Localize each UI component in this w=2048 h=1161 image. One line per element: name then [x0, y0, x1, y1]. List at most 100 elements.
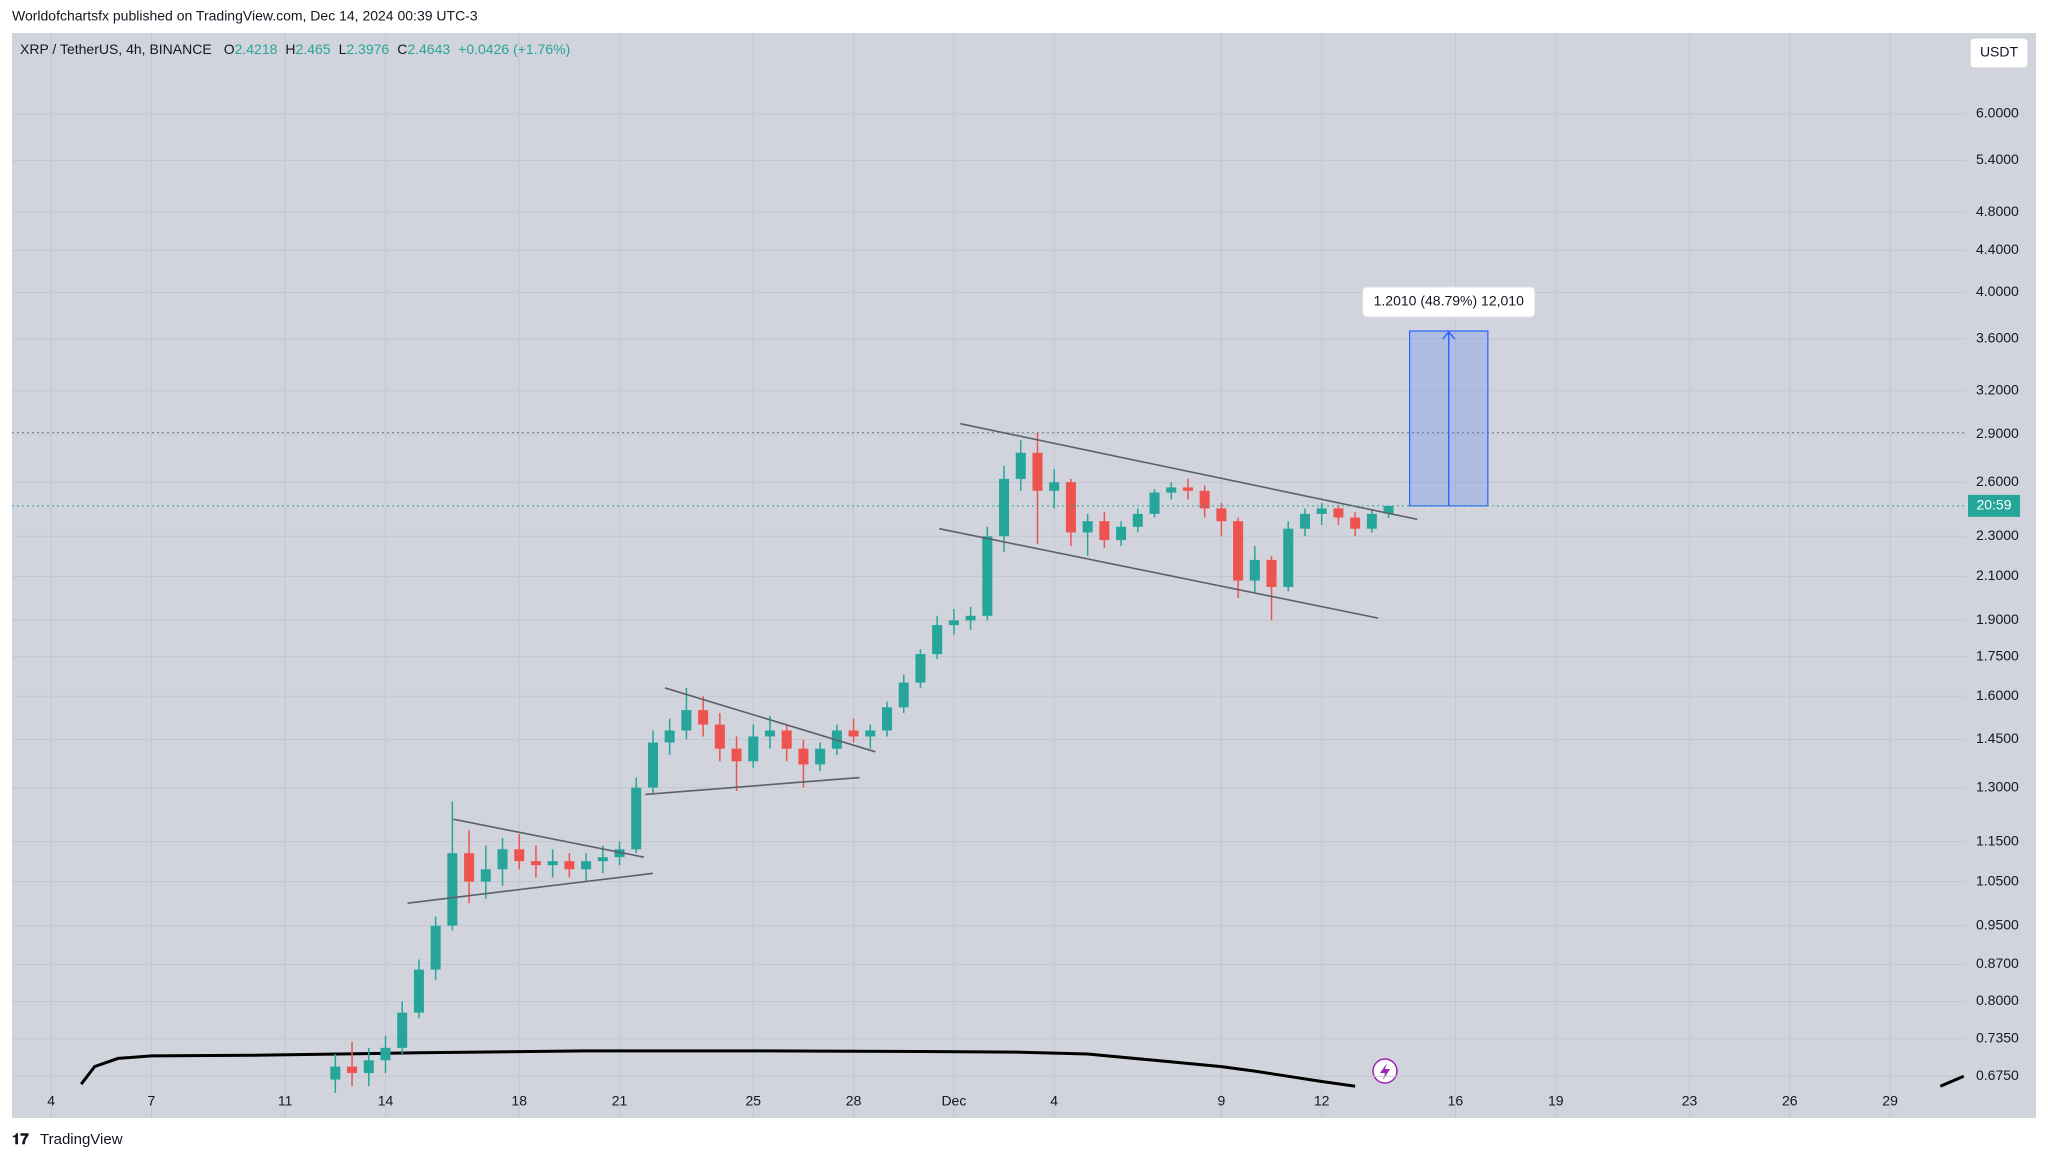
currency-button-bg[interactable]	[1969, 37, 2029, 69]
y-tick-label: 1.6000	[1976, 687, 2019, 703]
x-tick-label: 25	[745, 1093, 761, 1109]
y-tick-label: 2.1000	[1976, 567, 2019, 583]
candle-body	[1065, 482, 1076, 533]
x-tick-label: 12	[1314, 1093, 1330, 1109]
candle-body	[464, 853, 475, 882]
trendline	[939, 527, 1379, 619]
y-tick-label: 4.8000	[1976, 203, 2019, 219]
symbol-title: XRP / TetherUS, 4h, BINANCE	[20, 41, 212, 57]
x-tick-label: 9	[1217, 1093, 1225, 1109]
candle-body	[1182, 487, 1193, 491]
x-tick-label: 19	[1548, 1093, 1564, 1109]
ohlc-value: 2.4218	[235, 41, 278, 57]
bolt-icon[interactable]	[1372, 1058, 1398, 1084]
candle-body	[430, 925, 441, 970]
x-tick-label: 16	[1448, 1093, 1464, 1109]
candle-body	[965, 615, 976, 621]
y-tick-label: 1.4500	[1976, 730, 2019, 746]
candle-body	[1116, 526, 1127, 541]
candle-body	[597, 857, 608, 862]
y-tick-label: 1.9000	[1976, 611, 2019, 627]
x-tick-label: 7	[148, 1093, 156, 1109]
candle-body	[731, 748, 742, 762]
candle-body	[898, 682, 909, 708]
candle-body	[1082, 521, 1093, 533]
trendline	[453, 818, 645, 858]
candle-body	[363, 1060, 374, 1074]
candle-body	[1266, 559, 1277, 587]
candle-body	[1249, 559, 1260, 581]
price-label-time: 20:59	[1976, 497, 2011, 513]
candle-body	[915, 654, 926, 683]
y-tick-label: 0.7350	[1976, 1029, 2019, 1045]
candle-body	[698, 710, 709, 725]
ohlc-label: H	[285, 41, 295, 57]
y-tick-label: 6.0000	[1976, 105, 2019, 121]
candle-body	[614, 849, 625, 858]
footer-logo: 𝟏𝟕	[12, 1131, 29, 1148]
x-tick-label: 28	[846, 1093, 862, 1109]
y-tick-label: 2.3000	[1976, 527, 2019, 543]
currency-button-label[interactable]: USDT	[1980, 44, 2019, 60]
y-tick-label: 2.9000	[1976, 425, 2019, 441]
candle-body	[714, 724, 725, 749]
candle-body	[447, 853, 458, 926]
candle-body	[530, 861, 541, 866]
candle-body	[1350, 517, 1361, 529]
candle-body	[1049, 482, 1060, 491]
ohlc-value: 2.4643	[407, 41, 450, 57]
trendline	[960, 422, 1418, 521]
publish-note: Worldofchartsfx published on TradingView…	[12, 8, 478, 24]
candle-body	[865, 730, 876, 737]
symbol-header: XRP / TetherUS, 4h, BINANCE O2.4218 H2.465…	[20, 41, 570, 57]
x-tick-label: 26	[1782, 1093, 1798, 1109]
candle-body	[999, 478, 1010, 537]
x-tick-label: 23	[1682, 1093, 1698, 1109]
candle-body	[1383, 505, 1394, 514]
change-value: +0.0426 (+1.76%)	[458, 41, 570, 57]
candle-body	[1132, 513, 1143, 527]
candle-body	[932, 625, 943, 655]
candle-body	[480, 869, 491, 882]
y-tick-label: 4.4000	[1976, 241, 2019, 257]
candle-body	[1283, 528, 1294, 587]
chart-background	[12, 33, 2036, 1118]
candle-body	[1199, 490, 1210, 509]
y-tick-label: 3.6000	[1976, 330, 2019, 346]
y-tick-label: 3.2000	[1976, 382, 2019, 398]
candle-body	[848, 730, 859, 737]
measure-label: 1.2010 (48.79%) 12,010	[1374, 293, 1524, 309]
candle-body	[1299, 513, 1310, 529]
candle-body	[1216, 508, 1227, 522]
candle-body	[564, 861, 575, 870]
candle-body	[1333, 508, 1344, 518]
x-tick-label: 21	[612, 1093, 628, 1109]
trendline	[407, 872, 654, 904]
x-tick-label: 18	[511, 1093, 527, 1109]
y-tick-label: 1.7500	[1976, 647, 2019, 663]
candle-body	[748, 736, 759, 762]
ohlc-value: 2.3976	[346, 41, 389, 57]
y-tick-label: 0.6750	[1976, 1067, 2019, 1083]
y-tick-label: 4.0000	[1976, 283, 2019, 299]
candle-body	[1015, 452, 1026, 479]
candle-body	[681, 710, 692, 731]
measure-label-bg	[1362, 286, 1536, 318]
candle-body	[1032, 452, 1043, 491]
candle-body	[1149, 492, 1160, 514]
candle-body	[631, 787, 642, 850]
y-tick-label: 1.0500	[1976, 872, 2019, 888]
y-tick-label: 0.8700	[1976, 955, 2019, 971]
candle-body	[497, 849, 508, 870]
x-tick-label: 4	[1050, 1093, 1058, 1109]
candle-body	[330, 1066, 341, 1080]
logo-mark: 𝟏𝟕	[12, 1131, 29, 1148]
candle-body	[1233, 521, 1244, 581]
candle-body	[815, 748, 826, 765]
currency-button[interactable]: USDT	[1969, 37, 2029, 69]
bolt-glyph[interactable]	[1380, 1063, 1390, 1080]
candle-body	[581, 861, 592, 870]
candle-body	[1316, 508, 1327, 514]
